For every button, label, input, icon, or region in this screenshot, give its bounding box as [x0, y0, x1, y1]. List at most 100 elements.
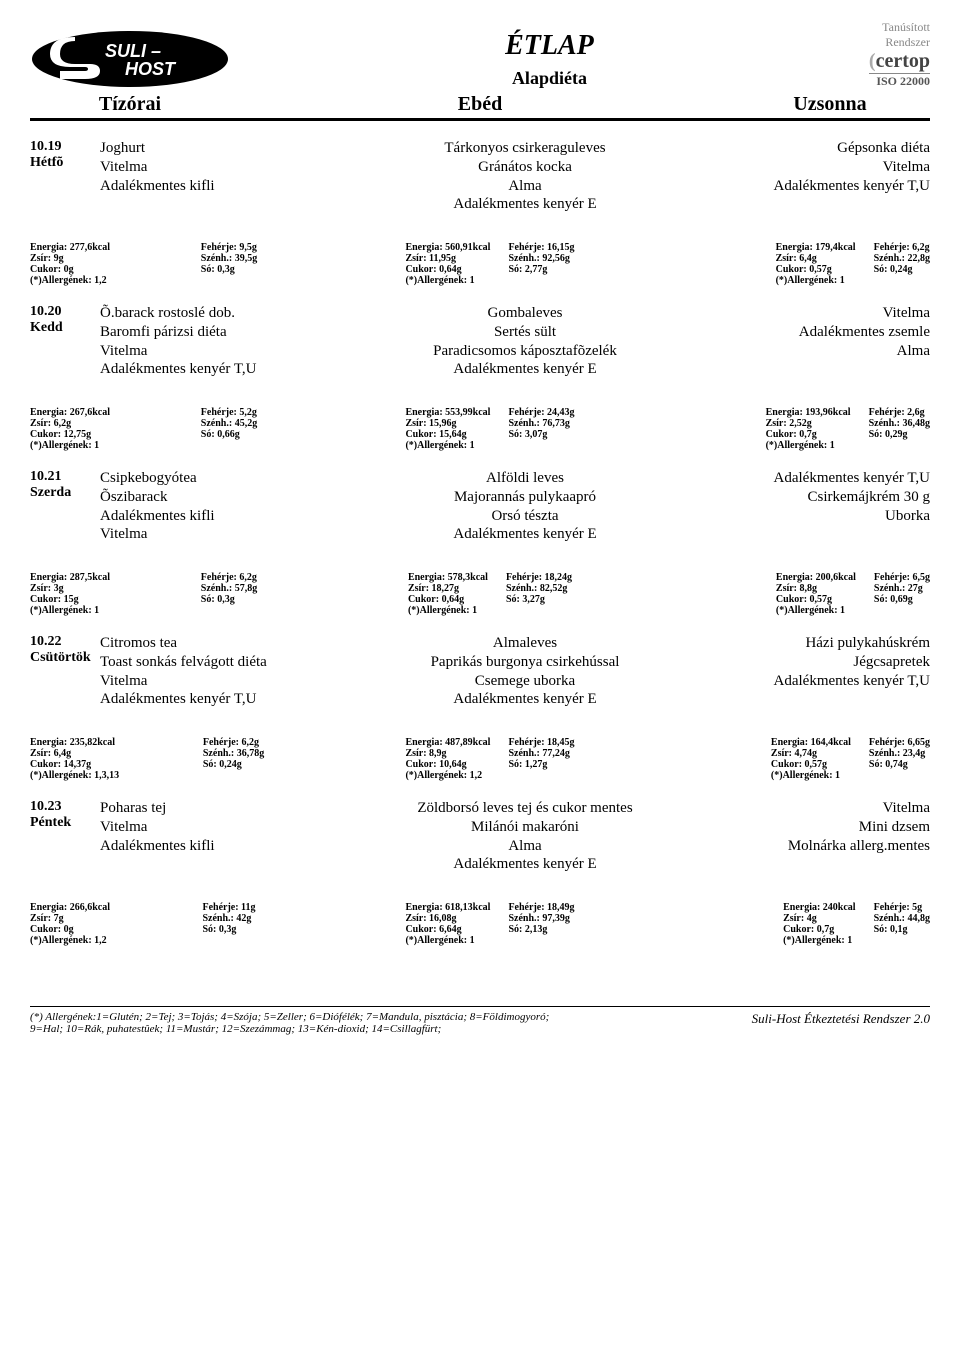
nut-value: Só: 0,24g [874, 264, 930, 275]
nutrition-row: Energia: 287,5kcalZsír: 3gCukor: 15g(*)A… [30, 572, 930, 616]
nut-value: (*)Allergének: 1,2 [30, 935, 184, 946]
nut-value: (*)Allergének: 1 [405, 440, 490, 451]
uzsonna-col: VitelmaAdalékmentes zsemleAlma [690, 304, 930, 379]
meal-item: Gépsonka diéta [690, 139, 930, 158]
nut-value: Fehérje: 24,43g [508, 407, 574, 418]
nut-value: (*)Allergének: 1 [30, 605, 183, 616]
meal-item: Joghurt [100, 139, 360, 158]
day-date: 10.20 [30, 304, 100, 320]
cert-line1: Tanúsított [869, 20, 930, 35]
nutrition-tizorai: Energia: 266,6kcalZsír: 7gCukor: 0g(*)Al… [30, 902, 330, 946]
meal-item: Zöldborsó leves tej és cukor mentes [360, 799, 690, 818]
ebed-col: GombalevesSertés sültParadicsomos káposz… [360, 304, 690, 379]
meal-item: Citromos tea [100, 634, 360, 653]
nut-value: Energia: 560,91kcal [405, 242, 490, 253]
meal-item: Vitelma [690, 799, 930, 818]
tizorai-col: Õ.barack rostoslé dob.Baromfi párizsi di… [100, 304, 360, 379]
nut-value: Fehérje: 5g [874, 902, 930, 913]
nut-value: Zsír: 6,4g [30, 748, 185, 759]
nut-value: (*)Allergének: 1 [405, 275, 490, 286]
meal-item: Vitelma [100, 342, 360, 361]
nut-value: Cukor: 0,64g [405, 264, 490, 275]
nut-value: (*)Allergének: 1 [776, 275, 856, 286]
meal-item: Adalékmentes kifli [100, 507, 360, 526]
nut-value: Energia: 553,99kcal [405, 407, 490, 418]
meal-item: Vitelma [690, 304, 930, 323]
nut-value: Cukor: 0,57g [776, 594, 856, 605]
tizorai-col: JoghurtVitelmaAdalékmentes kifli [100, 139, 360, 214]
ebed-col: AlmalevesPaprikás burgonya csirkehússalC… [360, 634, 690, 709]
nut-value: Energia: 618,13kcal [405, 902, 490, 913]
meal-item: Paprikás burgonya csirkehússal [360, 653, 690, 672]
meal-item: Adalékmentes kenyér T,U [690, 672, 930, 691]
nut-value: Zsír: 4,74g [771, 748, 851, 759]
nut-value: Cukor: 14,37g [30, 759, 185, 770]
nut-value: Energia: 287,5kcal [30, 572, 183, 583]
tizorai-col: CsipkebogyóteaÕszibarackAdalékmentes kif… [100, 469, 360, 544]
nut-value: (*)Allergének: 1 [766, 440, 851, 451]
nut-value: Szénh.: 42g [202, 913, 330, 924]
meal-item: Baromfi párizsi diéta [100, 323, 360, 342]
nut-value: (*)Allergének: 1,2 [30, 275, 183, 286]
nutrition-row: Energia: 266,6kcalZsír: 7gCukor: 0g(*)Al… [30, 902, 930, 946]
day-date: 10.22 [30, 634, 100, 650]
page-title: ÉTLAP [230, 30, 869, 62]
logo-text-1: SULI – [105, 41, 161, 61]
nut-value: Só: 0,74g [869, 759, 930, 770]
nut-value: (*)Allergének: 1,2 [405, 770, 490, 781]
day-name: Kedd [30, 320, 100, 336]
nut-value: Zsír: 6,2g [30, 418, 183, 429]
nut-value: Szénh.: 23,4g [869, 748, 930, 759]
day-label: 10.20Kedd [30, 304, 100, 379]
nut-value: Szénh.: 76,73g [508, 418, 574, 429]
nut-value: Energia: 200,6kcal [776, 572, 856, 583]
cert-line2: Rendszer [869, 35, 930, 50]
nut-value: Fehérje: 9,5g [201, 242, 330, 253]
day-label: 10.19Hétfõ [30, 139, 100, 214]
nut-value: Szénh.: 57,8g [201, 583, 330, 594]
meal-item: Házi pulykahúskrém [690, 634, 930, 653]
meal-item: Gránátos kocka [360, 158, 690, 177]
nut-value: Szénh.: 77,24g [508, 748, 574, 759]
meal-item: Majorannás pulykaapró [360, 488, 690, 507]
meal-item: Orsó tészta [360, 507, 690, 526]
meal-item: Vitelma [100, 525, 360, 544]
nut-value: Fehérje: 6,2g [874, 242, 930, 253]
nut-value: (*)Allergének: 1 [776, 605, 856, 616]
nutrition-ebed: Energia: 618,13kcalZsír: 16,08gCukor: 6,… [330, 902, 650, 946]
nut-value: Cukor: 0,7g [783, 924, 856, 935]
ebed-col: Alföldi levesMajorannás pulykaapróOrsó t… [360, 469, 690, 544]
meal-item: Vitelma [100, 818, 360, 837]
meal-item: Milánói makaróni [360, 818, 690, 837]
nut-value: Zsír: 4g [783, 913, 856, 924]
meal-item: Almaleves [360, 634, 690, 653]
nut-value: Cukor: 0,57g [776, 264, 856, 275]
nut-value: Szénh.: 44,8g [874, 913, 930, 924]
meal-item: Vitelma [100, 672, 360, 691]
meal-item: Csipkebogyótea [100, 469, 360, 488]
cert-brand: certop [876, 50, 930, 72]
nut-value: Energia: 164,4kcal [771, 737, 851, 748]
meal-item: Paradicsomos káposztafõzelék [360, 342, 690, 361]
day-label: 10.23Péntek [30, 799, 100, 874]
nut-value: Szénh.: 36,78g [203, 748, 330, 759]
nut-value: Só: 0,29g [869, 429, 930, 440]
meal-item: Toast sonkás felvágott diéta [100, 653, 360, 672]
nut-value: Cukor: 0g [30, 924, 184, 935]
nut-value: (*)Allergének: 1 [783, 935, 856, 946]
nut-value: Energia: 193,96kcal [766, 407, 851, 418]
nut-value: Cukor: 6,64g [405, 924, 490, 935]
uzsonna-col: Adalékmentes kenyér T,UCsirkemájkrém 30 … [690, 469, 930, 544]
meal-item: Õ.barack rostoslé dob. [100, 304, 360, 323]
nut-value: Cukor: 12,75g [30, 429, 183, 440]
day-block: 10.21SzerdaCsipkebogyóteaÕszibarackAdalé… [30, 469, 930, 616]
nut-value: Szénh.: 92,56g [508, 253, 574, 264]
meal-item: Adalékmentes kenyér E [360, 360, 690, 379]
nut-value: Cukor: 10,64g [405, 759, 490, 770]
day-name: Péntek [30, 815, 100, 831]
nut-value: Só: 0,24g [203, 759, 330, 770]
header: SULI – HOST ÉTLAP Alapdiéta Tanúsított R… [30, 20, 930, 89]
nut-value: Zsír: 11,95g [405, 253, 490, 264]
meal-item: Uborka [690, 507, 930, 526]
meal-item: Molnárka allerg.mentes [690, 837, 930, 856]
